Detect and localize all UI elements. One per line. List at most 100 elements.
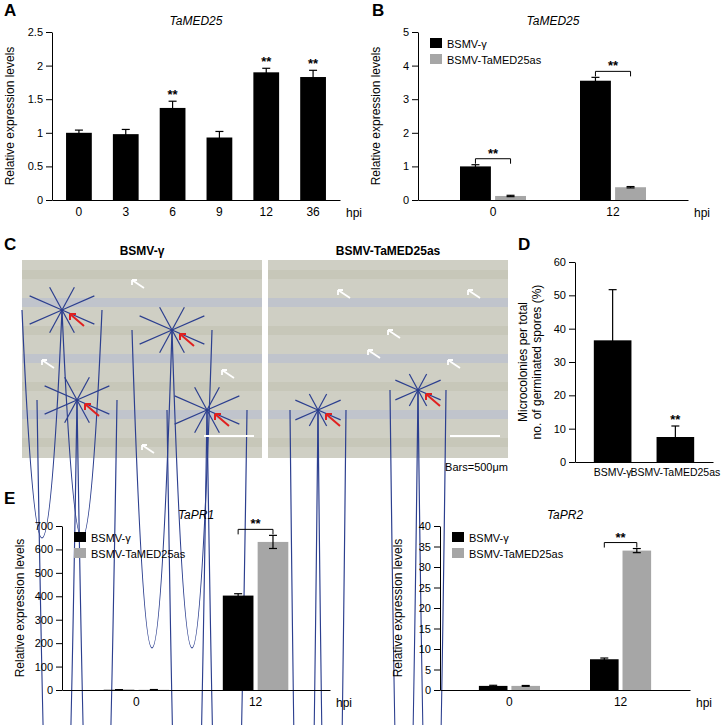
error-line: [636, 549, 637, 553]
y-tick-mark: [434, 670, 440, 671]
y-tick-label: 1: [37, 127, 43, 139]
cell-row: [268, 438, 508, 447]
y-tick: 5: [403, 26, 418, 38]
bar: [580, 81, 611, 200]
y-tick: 10: [419, 643, 440, 655]
y-tick-label: 0: [403, 194, 409, 206]
x-tick: 0: [506, 690, 513, 709]
micrograph-background: [268, 260, 508, 458]
hypha: [195, 410, 207, 433]
y-tick: 40: [554, 323, 575, 335]
y-tick-label: 700: [35, 520, 53, 532]
significance-label: **: [615, 530, 626, 545]
error-line: [78, 130, 79, 135]
y-tick-mark: [46, 99, 52, 100]
hypha: [167, 410, 207, 725]
y-tick-mark: [569, 395, 575, 396]
error-bar: [609, 290, 617, 391]
panel-letter: E: [4, 489, 15, 508]
error-cap: [609, 390, 617, 391]
y-tick: 2.5: [28, 26, 52, 38]
significance-label: **: [608, 58, 619, 73]
error-bar: [507, 195, 515, 196]
hypha: [140, 316, 172, 330]
y-tick-mark: [412, 200, 418, 201]
error-line: [172, 101, 173, 114]
error-cap: [269, 535, 277, 536]
x-tick-label: 9: [216, 205, 223, 219]
error-cap: [169, 114, 177, 115]
error-cap: [489, 685, 497, 686]
y-axis: 012345: [403, 26, 419, 206]
x-tick-label: 12: [249, 695, 263, 709]
hypha: [309, 394, 318, 410]
x-axis-title: hpi: [346, 206, 362, 220]
y-tick: 200: [35, 637, 62, 649]
error-bar: [122, 129, 130, 138]
error-bar: [627, 187, 635, 188]
significance-label: **: [250, 516, 261, 531]
cell-row: [268, 382, 508, 391]
y-tick-mark: [56, 596, 62, 597]
y-tick: 60: [554, 256, 575, 268]
y-tick: 20: [554, 389, 575, 401]
y-tick-label: 2.5: [28, 26, 43, 38]
x-axis-line: [576, 462, 714, 463]
error-bar: [522, 685, 530, 687]
legend-swatch: [74, 532, 86, 542]
significance-label: **: [308, 56, 319, 71]
y-tick-label: 5: [425, 664, 431, 676]
error-cap: [115, 689, 123, 690]
white-arrow: [132, 280, 144, 288]
y-tick: 15: [419, 623, 440, 635]
white-arrow: [468, 290, 480, 298]
error-bar: [169, 101, 177, 114]
y-tick: 500: [35, 567, 62, 579]
legend: BSMV-γBSMV-TaMED25as: [452, 532, 564, 560]
y-tick: 50: [554, 289, 575, 301]
y-tick-label: 40: [554, 323, 566, 335]
legend-label: BSMV-TaMED25as: [469, 548, 564, 560]
bar: [615, 187, 646, 200]
legend: BSMV-γBSMV-TaMED25as: [430, 38, 542, 66]
y-tick-label: 30: [554, 356, 566, 368]
error-cap: [75, 130, 83, 131]
hypha: [45, 386, 77, 400]
error-bar: [150, 689, 158, 690]
y-tick-label: 10: [554, 423, 566, 435]
marks: [594, 290, 694, 462]
cell-row: [22, 354, 262, 363]
bar: [300, 77, 326, 200]
y-axis: 0102030405060: [554, 256, 576, 468]
y-tick-label: 100: [35, 661, 53, 673]
x-tick-label: BSMV-γ: [594, 466, 633, 478]
error-line: [272, 535, 273, 548]
white-arrow: [368, 350, 380, 358]
hypha: [295, 410, 318, 420]
y-tick-label: 0: [47, 684, 53, 696]
error-line: [219, 131, 220, 143]
y-axis: 0100200300400500600700: [35, 520, 63, 696]
y-tick-mark: [434, 649, 440, 650]
hypha: [62, 287, 74, 310]
x-axis-line: [53, 200, 341, 201]
y-tick-label: 15: [419, 623, 431, 635]
y-axis-title: Microcolonies per total: [516, 302, 530, 422]
y-tick-label: 500: [35, 567, 53, 579]
hypha: [132, 330, 172, 648]
bar: [104, 689, 135, 690]
hypha: [50, 287, 62, 310]
y-tick-mark: [46, 166, 52, 167]
x-tick-label: 36: [306, 205, 320, 219]
y-tick-label: 40: [419, 520, 431, 532]
y-tick: 0.5: [28, 160, 52, 172]
legend-swatch: [74, 548, 86, 558]
x-tick: 0: [76, 200, 83, 219]
hypha: [409, 374, 418, 390]
x-tick: 0: [490, 200, 497, 219]
error-bar: [75, 130, 83, 135]
x-tick-label: 12: [614, 695, 628, 709]
x-axis-title: hpi: [336, 696, 352, 710]
error-line: [266, 68, 267, 76]
y-tick-mark: [434, 608, 440, 609]
